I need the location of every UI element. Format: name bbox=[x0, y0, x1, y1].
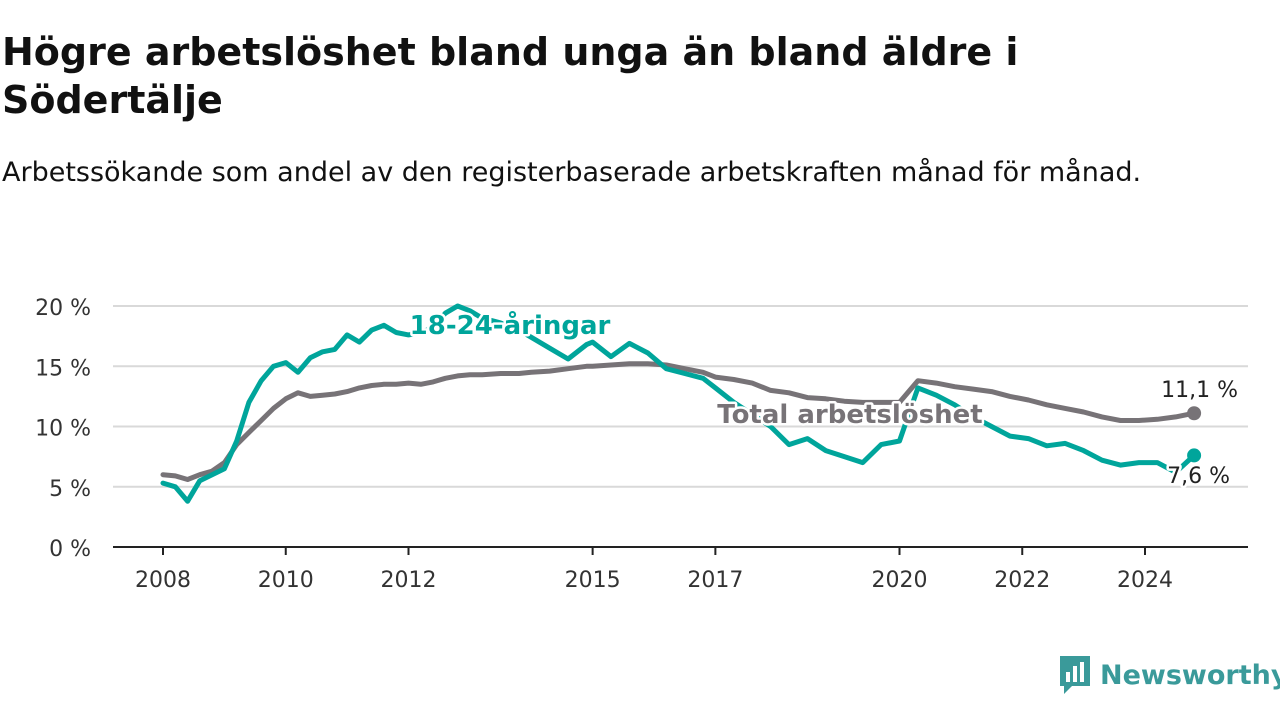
x-tick-label: 2022 bbox=[994, 568, 1050, 593]
gridlines bbox=[113, 305, 1248, 488]
y-tick-label: 10 % bbox=[35, 417, 91, 442]
end-point-youth bbox=[1187, 448, 1202, 463]
x-tick-label: 2020 bbox=[872, 568, 928, 593]
newsworthy-brand: Newsworthy bbox=[1058, 654, 1280, 696]
chart-subtitle: Arbetssökande som andel av den registerb… bbox=[2, 157, 1142, 188]
x-tick-label: 2010 bbox=[258, 568, 314, 593]
series-line-youth bbox=[160, 303, 1197, 504]
y-tick-label: 5 % bbox=[49, 477, 91, 502]
x-tick-label: 2024 bbox=[1117, 568, 1173, 593]
series-label-youth: 18-24-åringar bbox=[410, 309, 611, 341]
end-label-total: 11,1 % bbox=[1161, 378, 1238, 403]
series-line-total bbox=[160, 361, 1197, 482]
x-tick-label: 2017 bbox=[687, 568, 743, 593]
y-tick-label: 20 % bbox=[35, 296, 91, 321]
y-tick-label: 15 % bbox=[35, 356, 91, 381]
y-tick-label: 0 % bbox=[49, 537, 91, 562]
y-axis-tick-labels: 0 % 5 % 10 % 15 % 20 % bbox=[35, 296, 91, 562]
newsworthy-logo-icon bbox=[1060, 656, 1090, 694]
end-point-total bbox=[1187, 406, 1202, 421]
x-tick-label: 2015 bbox=[565, 568, 621, 593]
x-axis: 2008 2010 2012 2015 2017 2020 2022 2024 bbox=[113, 546, 1248, 593]
series-labels: 18-24-åringar Total arbetslöshet 11,1 % 7,6… bbox=[407, 307, 1240, 492]
x-tick-label: 2012 bbox=[381, 568, 437, 593]
series-label-total: Total arbetslöshet bbox=[717, 400, 982, 430]
series-lines bbox=[160, 303, 1202, 504]
chart-title: Högre arbetslöshet bland unga än bland ä… bbox=[2, 30, 1019, 122]
brand-name: Newsworthy bbox=[1100, 659, 1280, 691]
x-tick-label: 2008 bbox=[135, 568, 191, 593]
end-label-youth: 7,6 % bbox=[1167, 464, 1230, 489]
